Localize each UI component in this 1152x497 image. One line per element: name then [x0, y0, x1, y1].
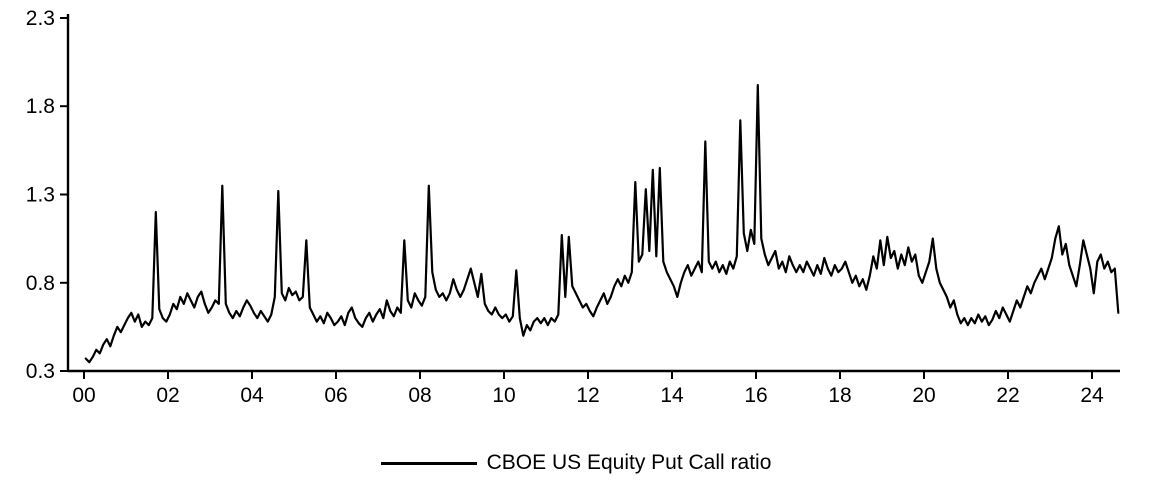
x-axis-tick-label: 24: [1080, 384, 1104, 407]
y-axis-tick-label: 0.8: [26, 272, 55, 295]
y-axis-tick-label: 1.3: [26, 184, 55, 207]
x-axis-tick-label: 04: [240, 384, 264, 407]
x-axis-tick-label: 14: [660, 384, 684, 407]
x-axis-tick-label: 06: [324, 384, 347, 407]
chart-legend: CBOE US Equity Put Call ratio: [0, 451, 1152, 475]
x-axis-tick-label: 20: [912, 384, 935, 407]
chart-canvas: 2.3 1.8 1.3 0.8 0.3 00 02 04 06 08 10 12 14 16 18 20 22 2…: [26, 7, 1120, 407]
x-axis-tick-label: 10: [492, 384, 515, 407]
legend-line-swatch: [380, 461, 477, 465]
x-axis-tick-label: 22: [996, 384, 1019, 407]
x-axis-tick-label: 02: [156, 384, 179, 407]
y-axis-tick-label: 2.3: [26, 7, 55, 30]
x-axis-tick-label: 16: [744, 384, 767, 407]
legend-label: CBOE US Equity Put Call ratio: [486, 451, 772, 474]
y-axis-tick-label: 0.3: [26, 360, 55, 383]
y-axis-tick-label: 1.8: [26, 95, 55, 118]
x-axis-tick-label: 12: [576, 384, 599, 407]
x-axis-tick-label: 08: [408, 384, 431, 407]
x-axis-tick-label: 18: [828, 384, 851, 407]
data-line: [84, 83, 1120, 364]
x-axis-tick-label: 00: [72, 384, 95, 407]
